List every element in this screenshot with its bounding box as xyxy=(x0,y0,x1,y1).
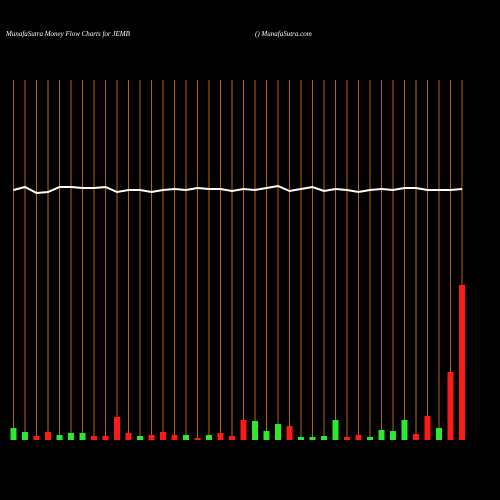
bar xyxy=(275,424,281,440)
bar xyxy=(436,428,442,440)
bar xyxy=(33,436,40,440)
bar xyxy=(240,420,247,440)
bar xyxy=(229,436,235,440)
bar xyxy=(183,435,189,440)
chart-subtitle: () MunafaSutra.com xyxy=(255,30,312,38)
chart-title: MunafaSutra Money Flow Charts for JEMB xyxy=(5,30,131,38)
bar xyxy=(217,433,224,440)
bar xyxy=(91,436,97,440)
money-flow-line xyxy=(13,184,463,195)
bar xyxy=(102,436,109,440)
bar xyxy=(79,433,86,440)
bar xyxy=(252,421,258,440)
bar xyxy=(45,432,51,440)
bar xyxy=(171,435,178,440)
bar xyxy=(286,426,293,440)
bar xyxy=(194,438,201,440)
bar xyxy=(355,435,362,440)
bar xyxy=(114,417,120,440)
bar xyxy=(22,432,28,440)
bar xyxy=(148,435,155,440)
bar xyxy=(459,285,465,440)
bar xyxy=(367,437,373,440)
bar xyxy=(68,433,74,440)
bar xyxy=(401,420,408,440)
bar xyxy=(344,437,350,440)
bar xyxy=(378,430,385,440)
bar xyxy=(263,431,270,440)
bar xyxy=(390,431,396,440)
bar xyxy=(424,416,431,440)
bar xyxy=(321,436,327,440)
bar xyxy=(206,435,212,440)
bar xyxy=(137,436,143,440)
bar xyxy=(10,428,17,440)
bar xyxy=(447,372,454,440)
bar xyxy=(309,437,316,440)
bar xyxy=(413,434,419,440)
bar xyxy=(332,420,339,440)
bar xyxy=(125,433,132,440)
bar xyxy=(56,435,63,440)
bar xyxy=(298,437,304,440)
bar xyxy=(160,432,166,440)
